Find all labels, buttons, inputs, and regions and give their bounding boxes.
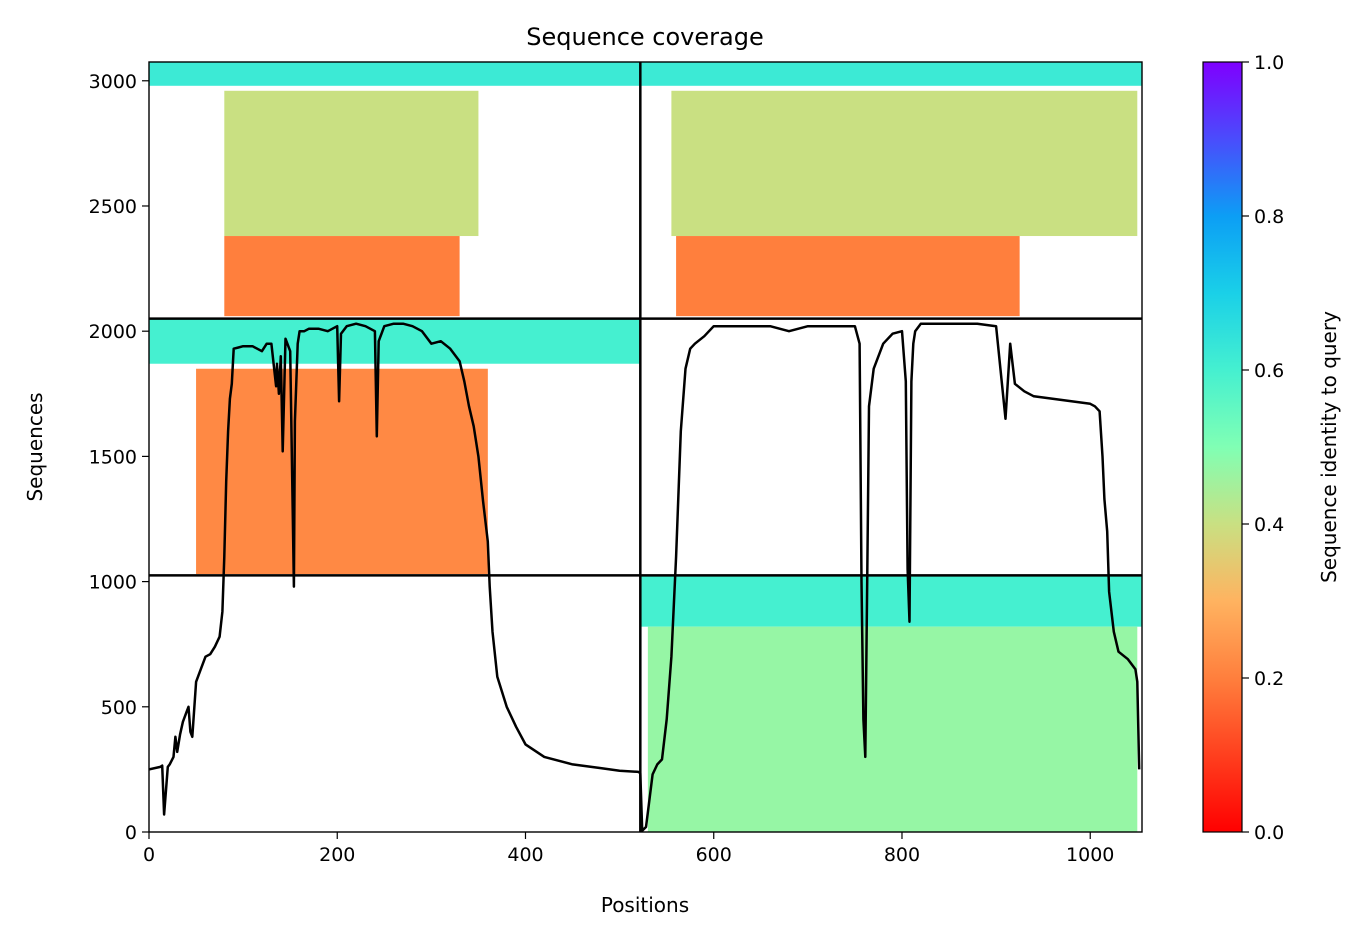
- colorbar-tick-label: 0.0: [1254, 822, 1284, 844]
- y-tick-label: 2500: [89, 196, 137, 218]
- colorbar-tick-label: 0.2: [1254, 668, 1284, 690]
- block-dividers: [149, 62, 1142, 832]
- coverage-band-upper-right-2: [676, 236, 1020, 317]
- x-axis-label: Positions: [601, 893, 689, 917]
- coverage-band-middle-left-1: [196, 368, 488, 575]
- coverage-band-upper-left-2: [224, 236, 460, 317]
- coverage-band-lower-right-0: [640, 575, 1142, 627]
- y-tick-label: 1500: [89, 446, 137, 468]
- x-tick-label: 800: [884, 844, 920, 866]
- y-axis-label: Sequences: [23, 392, 47, 501]
- colorbar-tick-label: 0.4: [1254, 514, 1284, 536]
- y-tick-label: 1000: [89, 572, 137, 594]
- coverage-band-lower-right-1: [647, 626, 1138, 832]
- coverage-band-upper-left-0: [149, 62, 641, 86]
- x-axis-ticks: 0 200 400 600 800 1000: [143, 832, 1114, 866]
- coverage-heatmap: [149, 62, 1142, 832]
- y-axis-ticks: 0 500 1000 1500 2000 2500 3000: [89, 71, 149, 844]
- x-tick-label: 0: [143, 844, 155, 866]
- y-tick-label: 0: [125, 822, 137, 844]
- colorbar-tick-label: 1.0: [1254, 52, 1284, 74]
- colorbar: [1202, 61, 1243, 833]
- x-tick-label: 200: [319, 844, 355, 866]
- colorbar-tick-label: 0.8: [1254, 206, 1284, 228]
- chart-title: Sequence coverage: [526, 23, 763, 51]
- y-tick-label: 2000: [89, 321, 137, 343]
- coverage-band-upper-right-0: [640, 62, 1142, 86]
- coverage-line: [149, 322, 1141, 832]
- plot-frame: [148, 61, 1143, 833]
- colorbar-label: Sequence identity to query: [1317, 311, 1341, 583]
- colorbar-ticks: 0.0 0.2 0.4 0.6 0.8 1.0: [1242, 52, 1284, 844]
- coverage-band-upper-left-1: [224, 90, 479, 237]
- coverage-band-middle-left-0: [149, 318, 641, 364]
- x-tick-label: 1000: [1066, 844, 1114, 866]
- coverage-line-layer: [149, 322, 1141, 832]
- colorbar-tick-label: 0.6: [1254, 360, 1284, 382]
- x-tick-label: 600: [696, 844, 732, 866]
- y-tick-label: 500: [101, 697, 137, 719]
- x-tick-label: 400: [507, 844, 543, 866]
- y-tick-label: 3000: [89, 71, 137, 93]
- coverage-band-upper-right-1: [671, 90, 1138, 237]
